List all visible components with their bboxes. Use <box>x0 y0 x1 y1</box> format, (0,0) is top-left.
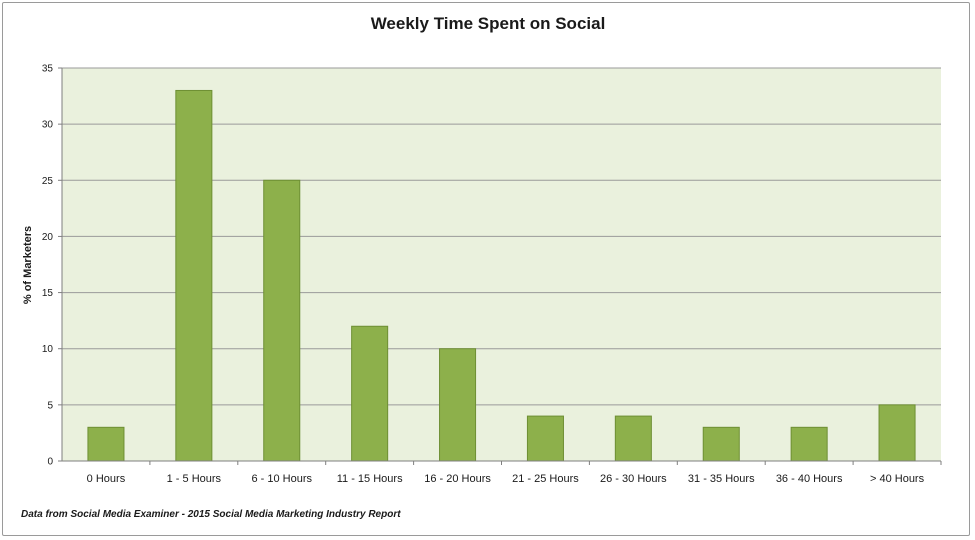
bar-8 <box>790 426 828 462</box>
x-axis-labels: 0 Hours 1 - 5 Hours 6 - 10 Hours 11 - 15 Ho… <box>87 461 942 485</box>
x-category-label: 1 - 5 Hours <box>167 473 222 485</box>
bar-5 <box>526 415 564 462</box>
x-category-label: 36 - 40 Hours <box>776 473 843 485</box>
y-tick-label: 35 <box>42 64 54 75</box>
bar-7 <box>702 426 740 462</box>
bar-9 <box>878 404 916 462</box>
bar-0 <box>87 426 125 462</box>
y-tick-label: 15 <box>42 288 54 299</box>
bar-1 <box>175 89 213 462</box>
x-category-label: 26 - 30 Hours <box>600 473 667 485</box>
bar-4 <box>439 348 477 462</box>
y-axis-ticks: 0 5 10 15 20 25 30 35 <box>42 64 62 468</box>
y-tick-label: 0 <box>47 457 53 468</box>
x-category-label: 16 - 20 Hours <box>424 473 491 485</box>
y-tick-label: 5 <box>47 400 53 411</box>
chart-title: Weekly Time Spent on Social <box>371 14 606 33</box>
bar-2 <box>263 179 301 462</box>
y-tick-label: 30 <box>42 120 54 131</box>
x-category-label: > 40 Hours <box>870 473 925 485</box>
x-category-label: 11 - 15 Hours <box>337 473 403 485</box>
bar-3 <box>351 325 389 462</box>
y-tick-label: 25 <box>42 176 54 187</box>
y-axis-label: % of Marketers <box>22 226 34 304</box>
x-category-label: 0 Hours <box>87 473 126 485</box>
x-category-label: 6 - 10 Hours <box>251 473 312 485</box>
y-tick-label: 10 <box>42 344 54 355</box>
x-category-label: 31 - 35 Hours <box>688 473 755 485</box>
x-category-label: 21 - 25 Hours <box>512 473 579 485</box>
source-note: Data from Social Media Examiner - 2015 S… <box>21 509 401 520</box>
bar-6 <box>614 415 652 462</box>
y-tick-label: 20 <box>42 232 54 243</box>
bars <box>87 89 916 462</box>
